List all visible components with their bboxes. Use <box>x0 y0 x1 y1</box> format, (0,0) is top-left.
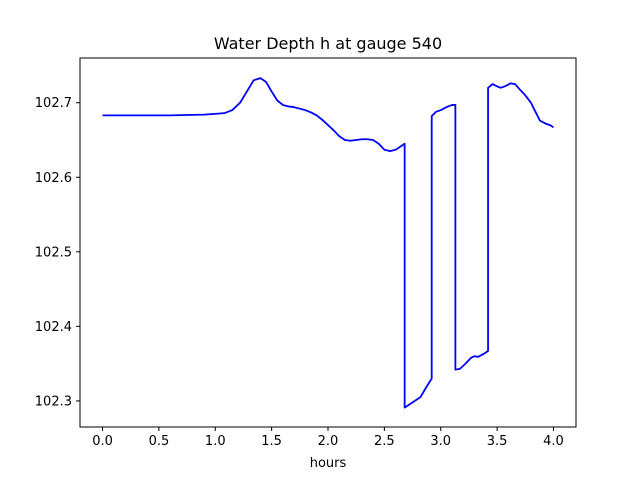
chart-title: Water Depth h at gauge 540 <box>214 34 442 53</box>
y-tick-label: 102.6 <box>35 171 72 186</box>
x-tick-label: 3.5 <box>487 434 508 449</box>
plot-area <box>80 58 576 427</box>
series-layer <box>102 77 554 409</box>
x-tick-label: 1.0 <box>205 434 226 449</box>
x-tick-label: 3.0 <box>430 434 451 449</box>
x-tick-label: 1.5 <box>261 434 282 449</box>
series-line-0 <box>102 77 554 409</box>
x-tick-label: 4.0 <box>543 434 564 449</box>
x-tick-label: 0.5 <box>149 434 170 449</box>
y-tick-label: 102.5 <box>35 245 72 260</box>
x-tick-label: 2.5 <box>374 434 395 449</box>
plot-frame <box>79 57 577 428</box>
x-axis-label: hours <box>310 456 347 471</box>
x-axis: 0.0 0.5 1.0 1.5 2.0 2.5 3.0 3.5 4.0 <box>92 427 564 449</box>
y-tick-label: 102.3 <box>35 394 72 409</box>
x-tick-label: 0.0 <box>92 434 113 449</box>
x-tick-label: 2.0 <box>318 434 339 449</box>
y-tick-label: 102.7 <box>35 96 72 111</box>
y-tick-label: 102.4 <box>35 320 72 335</box>
y-axis: 102.3 102.4 102.5 102.6 102.7 <box>35 96 80 409</box>
